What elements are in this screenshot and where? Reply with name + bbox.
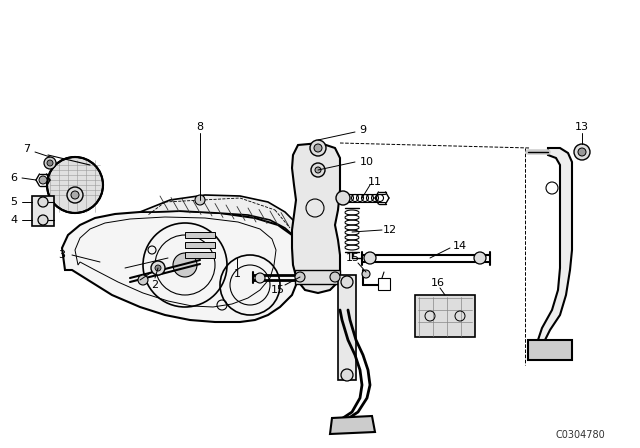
Circle shape	[474, 252, 486, 264]
Bar	[295, 270, 340, 284]
Text: 16: 16	[431, 278, 445, 288]
Circle shape	[173, 253, 197, 277]
Polygon shape	[140, 195, 308, 280]
Circle shape	[364, 252, 376, 264]
Polygon shape	[330, 416, 375, 434]
Circle shape	[310, 140, 326, 156]
Text: 1: 1	[234, 269, 241, 279]
Circle shape	[341, 276, 353, 288]
Text: 15: 15	[346, 253, 360, 263]
Circle shape	[336, 191, 350, 205]
Circle shape	[295, 272, 305, 282]
Circle shape	[39, 176, 47, 184]
Circle shape	[71, 191, 79, 199]
Text: 6: 6	[10, 173, 17, 183]
Bar	[338, 275, 356, 380]
Text: 9: 9	[360, 125, 367, 135]
Bar	[32, 196, 54, 226]
Text: 7: 7	[24, 144, 31, 154]
Text: C0304780: C0304780	[555, 430, 605, 440]
Circle shape	[38, 197, 48, 207]
Text: 2: 2	[152, 280, 159, 290]
Polygon shape	[538, 148, 572, 358]
Text: 5: 5	[10, 197, 17, 207]
Circle shape	[195, 195, 205, 205]
Circle shape	[38, 215, 48, 225]
Circle shape	[67, 187, 83, 203]
Circle shape	[314, 144, 322, 152]
Text: 13: 13	[575, 122, 589, 132]
Bar	[185, 242, 215, 248]
Circle shape	[151, 261, 165, 275]
Text: 3: 3	[58, 250, 65, 260]
Circle shape	[315, 167, 321, 173]
Text: 12: 12	[383, 225, 397, 235]
Circle shape	[44, 157, 56, 169]
Text: 15: 15	[271, 285, 285, 295]
Bar	[185, 232, 215, 238]
Circle shape	[574, 144, 590, 160]
Circle shape	[47, 160, 53, 166]
Circle shape	[362, 270, 370, 278]
Circle shape	[255, 273, 265, 283]
Text: 8: 8	[196, 122, 204, 132]
Circle shape	[47, 157, 103, 213]
Text: 10: 10	[360, 157, 374, 167]
Polygon shape	[62, 211, 300, 322]
Circle shape	[330, 272, 340, 282]
Circle shape	[138, 275, 148, 285]
Circle shape	[311, 163, 325, 177]
Polygon shape	[528, 340, 572, 360]
Circle shape	[578, 148, 586, 156]
Polygon shape	[292, 143, 340, 293]
Bar	[415, 295, 475, 337]
Bar	[185, 252, 215, 258]
Text: 4: 4	[10, 215, 17, 225]
Circle shape	[341, 369, 353, 381]
Circle shape	[155, 265, 161, 271]
Text: 14: 14	[453, 241, 467, 251]
Text: 11: 11	[368, 177, 382, 187]
